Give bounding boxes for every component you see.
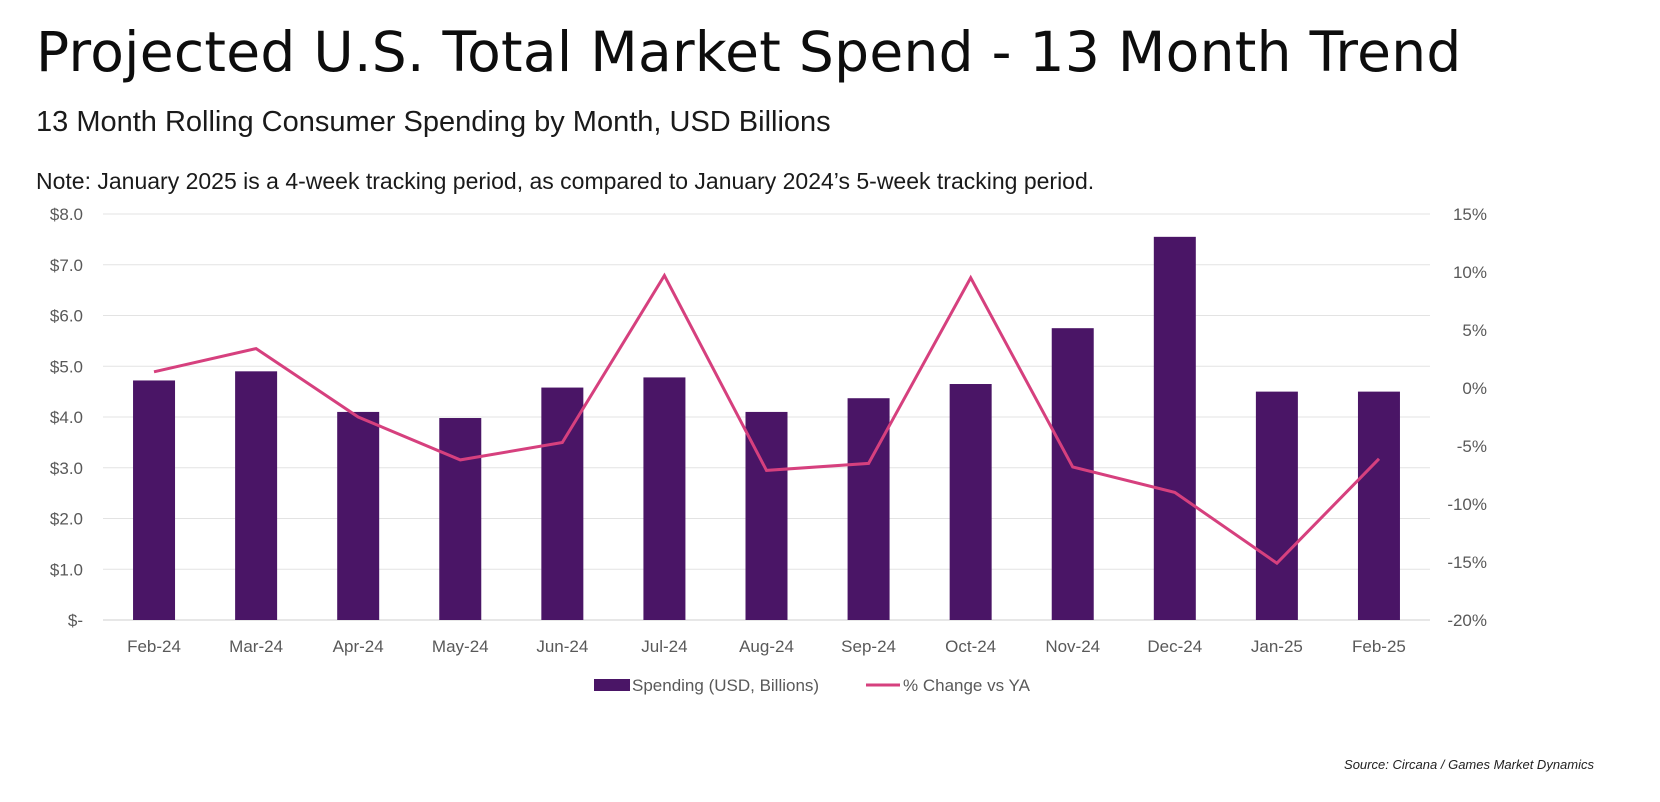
spending-bar xyxy=(541,387,584,620)
x-tick-label: Oct-24 xyxy=(945,637,996,656)
y-left-tick-label: $6.0 xyxy=(50,307,83,326)
legend-bar-label: Spending (USD, Billions) xyxy=(632,676,819,695)
legend: Spending (USD, Billions) % Change vs YA xyxy=(594,676,1031,695)
spending-bars xyxy=(133,236,1400,620)
y-right-tick-label: 15% xyxy=(1453,205,1487,224)
x-tick-label: May-24 xyxy=(432,637,489,656)
chart-title: Projected U.S. Total Market Spend - 13 M… xyxy=(36,20,1462,84)
spending-bar xyxy=(949,384,992,620)
y-right-tick-label: -15% xyxy=(1447,553,1487,572)
y-left-tick-label: $5.0 xyxy=(50,357,83,376)
chart-note: Note: January 2025 is a 4-week tracking … xyxy=(36,168,1095,194)
x-tick-label: Dec-24 xyxy=(1147,637,1202,656)
x-tick-label: Jan-25 xyxy=(1251,637,1303,656)
x-tick-label: Mar-24 xyxy=(229,637,283,656)
legend-line-label: % Change vs YA xyxy=(903,676,1031,695)
chart-subtitle: 13 Month Rolling Consumer Spending by Mo… xyxy=(36,106,831,138)
pct-change-line-group xyxy=(153,272,1381,566)
y-left-tick-label: $3.0 xyxy=(50,459,83,478)
spending-bar xyxy=(235,371,278,620)
x-tick-label: Sep-24 xyxy=(841,637,896,656)
spending-bar xyxy=(337,411,380,620)
spending-bar xyxy=(1051,328,1094,620)
y-left-tick-label: $8.0 xyxy=(50,205,83,224)
x-tick-label: Nov-24 xyxy=(1045,637,1100,656)
spending-bar xyxy=(847,398,890,620)
chart-canvas: $-$1.0$2.0$3.0$4.0$5.0$6.0$7.0$8.0 -20%-… xyxy=(50,205,1487,695)
y-left-tick-label: $1.0 xyxy=(50,560,83,579)
spending-bar xyxy=(439,418,482,620)
left-axis: $- $1.0 $2.0 $3.0 $4.0 $5.0 $6.0 $7.0 $8.0 xyxy=(50,205,83,630)
x-tick-label: Aug-24 xyxy=(739,637,794,656)
legend-bar-swatch xyxy=(594,679,630,691)
x-tick-label: Feb-25 xyxy=(1352,637,1406,656)
y-right-tick-label: -20% xyxy=(1447,611,1487,630)
x-tick-label: Jul-24 xyxy=(641,637,687,656)
y-right-tick-label: 5% xyxy=(1462,321,1487,340)
spending-bar xyxy=(1153,236,1196,620)
spending-bar xyxy=(1255,391,1298,620)
source-note: Source: Circana / Games Market Dynamics xyxy=(1344,757,1594,772)
y-right-tick-label: -5% xyxy=(1457,437,1487,456)
y-left-tick-label: $7.0 xyxy=(50,256,83,275)
spending-bar xyxy=(643,377,686,620)
x-axis: Feb-24 Mar-24 Apr-24 May-24 Jun-24 Jul-24 Aug-… xyxy=(127,637,1406,656)
right-axis: -20% -15% -10% -5% 0% 5% 10% 15% xyxy=(1447,205,1487,630)
y-right-tick-label: 0% xyxy=(1462,379,1487,398)
x-tick-label: Feb-24 xyxy=(127,637,181,656)
y-left-tick-label: $- xyxy=(68,611,83,630)
x-tick-label: Apr-24 xyxy=(333,637,384,656)
spending-bar xyxy=(1357,391,1400,620)
x-tick-label: Jun-24 xyxy=(536,637,588,656)
y-left-tick-label: $2.0 xyxy=(50,510,83,529)
y-left-tick-label: $4.0 xyxy=(50,408,83,427)
spending-bar xyxy=(133,380,176,620)
y-right-tick-label: 10% xyxy=(1453,263,1487,282)
y-right-tick-label: -10% xyxy=(1447,495,1487,514)
